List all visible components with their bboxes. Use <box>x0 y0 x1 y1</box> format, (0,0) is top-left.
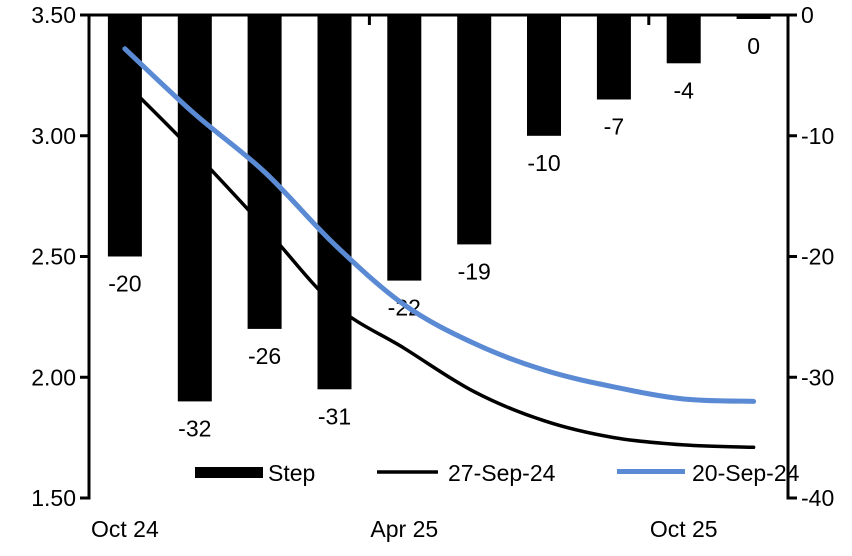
left-axis-tick-label: 3.50 <box>31 2 76 28</box>
right-axis-tick-label: -20 <box>801 244 834 270</box>
x-axis-tick-label: Oct 25 <box>650 516 718 542</box>
bar-value-label: -4 <box>673 77 694 103</box>
legend-label: 27-Sep-24 <box>448 460 556 486</box>
right-axis-tick-label: -40 <box>801 485 834 511</box>
right-axis-tick-label: -30 <box>801 364 834 390</box>
legend-label: Step <box>268 460 315 486</box>
left-axis-tick-label: 3.00 <box>31 123 76 149</box>
bar-value-label: -7 <box>604 114 624 140</box>
left-axis-tick-label: 1.50 <box>31 485 76 511</box>
x-axis-tick-label: Apr 25 <box>370 516 438 542</box>
step-bar <box>387 15 422 281</box>
step-bar <box>457 15 492 245</box>
right-axis-tick-label: -10 <box>801 123 834 149</box>
x-axis-tick-label: Oct 24 <box>91 516 159 542</box>
bar-value-label: -32 <box>178 415 211 441</box>
left-axis-tick-label: 2.50 <box>31 244 76 270</box>
legend-label: 20-Sep-24 <box>692 460 800 486</box>
series-line-20-sep-24 <box>122 46 757 404</box>
right-axis-tick-label: 0 <box>801 2 814 28</box>
left-axis-tick-label: 2.00 <box>31 364 76 390</box>
step-bar <box>736 15 771 19</box>
bar-value-label: -19 <box>458 258 491 284</box>
bar-value-label: -20 <box>108 271 141 297</box>
bar-value-label: -26 <box>248 343 281 369</box>
step-bar <box>596 15 631 100</box>
step-bar <box>107 15 142 257</box>
step-bar <box>666 15 701 64</box>
step-bar <box>317 15 352 390</box>
bar-value-label: -10 <box>527 150 560 176</box>
legend-swatch-bar <box>195 467 263 478</box>
step-bar <box>177 15 212 402</box>
series-line-27-sep-24 <box>123 80 756 450</box>
bar-value-label: 0 <box>747 33 760 59</box>
step-bar <box>527 15 561 136</box>
bar-value-label: -31 <box>318 403 351 429</box>
